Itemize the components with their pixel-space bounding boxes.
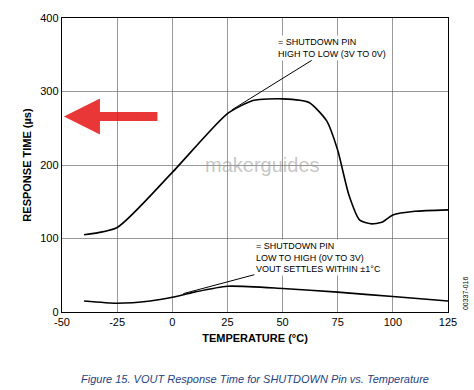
- svg-text:50: 50: [276, 316, 288, 328]
- svg-text:400: 400: [40, 12, 58, 24]
- svg-text:-50: -50: [54, 316, 70, 328]
- svg-text:TEMPERATURE (°C): TEMPERATURE (°C): [202, 332, 308, 344]
- svg-text:100: 100: [384, 316, 402, 328]
- svg-text:300: 300: [40, 85, 58, 97]
- svg-text:125: 125: [439, 316, 457, 328]
- svg-text:Figure 15. VOUT Response Time: Figure 15. VOUT Response Time for SHUTDO…: [81, 373, 429, 385]
- svg-text:= SHUTDOWN PINLOW TO HIGH (0V: = SHUTDOWN PINLOW TO HIGH (0V TO 3V)VOUT…: [256, 241, 381, 274]
- svg-text:00337-016: 00337-016: [462, 276, 469, 310]
- svg-text:= SHUTDOWN PINHIGH TO LOW (3V: = SHUTDOWN PINHIGH TO LOW (3V TO 0V): [278, 37, 386, 59]
- svg-text:RESPONSE TIME (µs): RESPONSE TIME (µs): [21, 108, 33, 222]
- svg-text:-25: -25: [109, 316, 125, 328]
- svg-text:25: 25: [221, 316, 233, 328]
- svg-text:100: 100: [40, 232, 58, 244]
- svg-text:0: 0: [169, 316, 175, 328]
- svg-text:200: 200: [40, 159, 58, 171]
- svg-text:75: 75: [332, 316, 344, 328]
- svg-text:makerguides: makerguides: [205, 154, 320, 176]
- svg-text:0: 0: [52, 306, 58, 318]
